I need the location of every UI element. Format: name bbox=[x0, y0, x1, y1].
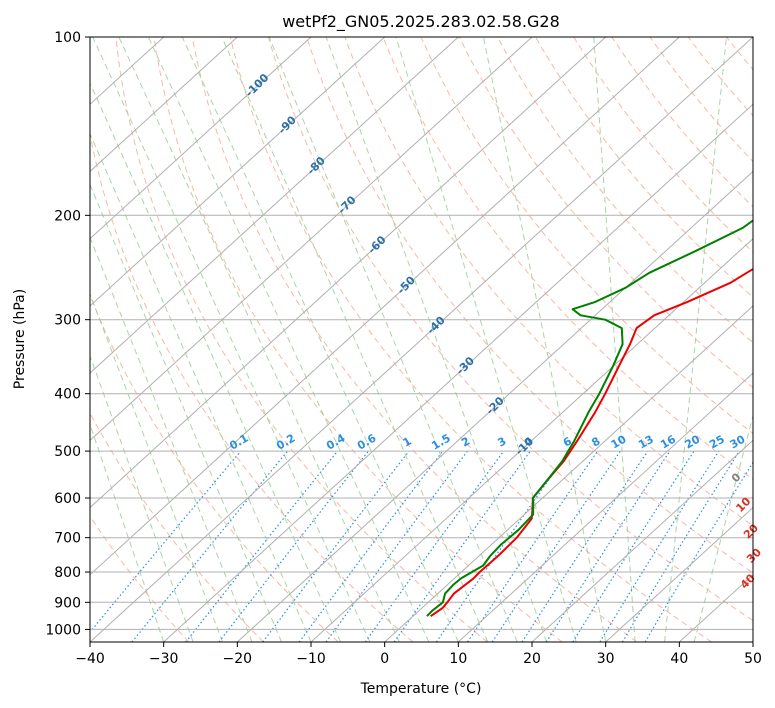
dry-adiabat bbox=[90, 131, 414, 642]
mixing-ratio-line bbox=[393, 450, 531, 642]
mixing-ratio-line bbox=[467, 450, 599, 642]
moist-adiabat bbox=[325, 37, 548, 642]
dry-adiabat bbox=[90, 293, 339, 642]
x-tick-label: −10 bbox=[296, 651, 326, 667]
mixing-ratio-lines bbox=[90, 450, 753, 642]
mixing-ratio-line bbox=[185, 450, 339, 642]
y-tick-label: 400 bbox=[54, 387, 81, 403]
x-tick-label: 0 bbox=[380, 651, 389, 667]
mixing-ratio-line bbox=[218, 450, 369, 642]
isotherm bbox=[90, 37, 753, 642]
x-tick-label: 30 bbox=[597, 651, 615, 667]
dry-adiabat bbox=[344, 37, 753, 527]
dry-adiabat bbox=[306, 37, 753, 574]
moist-adiabat bbox=[181, 37, 459, 642]
y-tick-label: 900 bbox=[54, 595, 81, 611]
x-axis-title: Temperature (°C) bbox=[360, 681, 482, 697]
mixing-ratio-line bbox=[572, 450, 695, 642]
isotherm bbox=[310, 237, 753, 642]
isotherm bbox=[90, 37, 459, 374]
dry-adiabat bbox=[229, 37, 712, 642]
y-tick-label: 1000 bbox=[45, 622, 81, 638]
y-tick-label: 300 bbox=[54, 313, 81, 329]
moist-adiabat bbox=[147, 37, 430, 642]
y-tick-label: 800 bbox=[54, 565, 81, 581]
plot-frame bbox=[89, 36, 754, 643]
mixing-ratio-line bbox=[599, 450, 720, 642]
y-axis-title: Pressure (hPa) bbox=[12, 289, 28, 389]
isotherm bbox=[90, 37, 312, 240]
moist-adiabat bbox=[482, 37, 607, 642]
moist-adiabat bbox=[593, 37, 636, 642]
dry-adiabat bbox=[90, 412, 264, 642]
isotherm bbox=[531, 439, 753, 642]
dry-adiabat bbox=[115, 37, 488, 642]
dry-adiabat bbox=[573, 37, 753, 253]
dry-adiabats bbox=[90, 37, 753, 642]
isotherm bbox=[605, 506, 753, 642]
temperature-line bbox=[430, 267, 753, 618]
x-tick-label: 20 bbox=[523, 651, 541, 667]
x-tick-label: 50 bbox=[744, 651, 762, 667]
y-tick-label: 500 bbox=[54, 444, 81, 460]
y-tick-label: 200 bbox=[54, 208, 81, 224]
dry-adiabat bbox=[268, 37, 753, 622]
moist-adiabat bbox=[664, 37, 727, 642]
mixing-ratio-line bbox=[262, 450, 410, 642]
x-tick-label: −30 bbox=[149, 651, 179, 667]
y-tick-label: 700 bbox=[54, 531, 81, 547]
isotherm bbox=[90, 37, 533, 442]
y-tick-label: 600 bbox=[54, 491, 81, 507]
mixing-ratio-line bbox=[364, 450, 505, 642]
y-tick-label: 100 bbox=[54, 30, 81, 46]
dewpoint-line bbox=[426, 219, 753, 617]
isotherms bbox=[90, 37, 753, 642]
moist-adiabat bbox=[118, 37, 400, 642]
dry-adiabat bbox=[153, 37, 563, 642]
moist-adiabat bbox=[92, 37, 371, 642]
isotherm bbox=[90, 37, 386, 307]
moist-adiabats bbox=[90, 37, 753, 642]
x-tick-label: 40 bbox=[670, 651, 688, 667]
mixing-ratio-line bbox=[131, 450, 289, 642]
dry-adiabat bbox=[649, 37, 753, 163]
moist-adiabat bbox=[221, 37, 489, 642]
moist-adiabat bbox=[395, 37, 577, 642]
axis-ticks: −40 −30 −20 −10 0 10 20 30 40 50 1000 900 800 700 600 5… bbox=[45, 30, 762, 667]
chart-title: wetPf2_GN05.2025.283.02.58.G28 bbox=[282, 12, 560, 32]
dry-adiabat bbox=[496, 37, 753, 344]
isotherm bbox=[457, 372, 753, 642]
isotherm bbox=[90, 37, 238, 173]
dry-adiabat bbox=[420, 37, 753, 435]
moist-adiabat bbox=[90, 132, 312, 642]
dry-adiabat bbox=[191, 37, 638, 642]
dry-adiabat bbox=[382, 37, 753, 481]
x-tick-label: 10 bbox=[449, 651, 467, 667]
isotherm bbox=[384, 305, 753, 642]
x-tick-label: −20 bbox=[223, 651, 253, 667]
isotherm bbox=[90, 37, 680, 576]
pressure-gridlines bbox=[90, 37, 753, 630]
isotherm bbox=[236, 170, 753, 642]
isotherm bbox=[163, 103, 753, 642]
isotherm bbox=[90, 37, 607, 509]
sounding-series bbox=[426, 219, 753, 618]
x-tick-label: −40 bbox=[75, 651, 105, 667]
dry-adiabat bbox=[458, 37, 753, 389]
mixing-ratio-line bbox=[545, 450, 671, 642]
mixing-ratio-line bbox=[90, 450, 242, 634]
mixing-ratio-line bbox=[644, 461, 753, 642]
moist-adiabat bbox=[90, 183, 282, 642]
moist-adiabat bbox=[693, 413, 753, 642]
